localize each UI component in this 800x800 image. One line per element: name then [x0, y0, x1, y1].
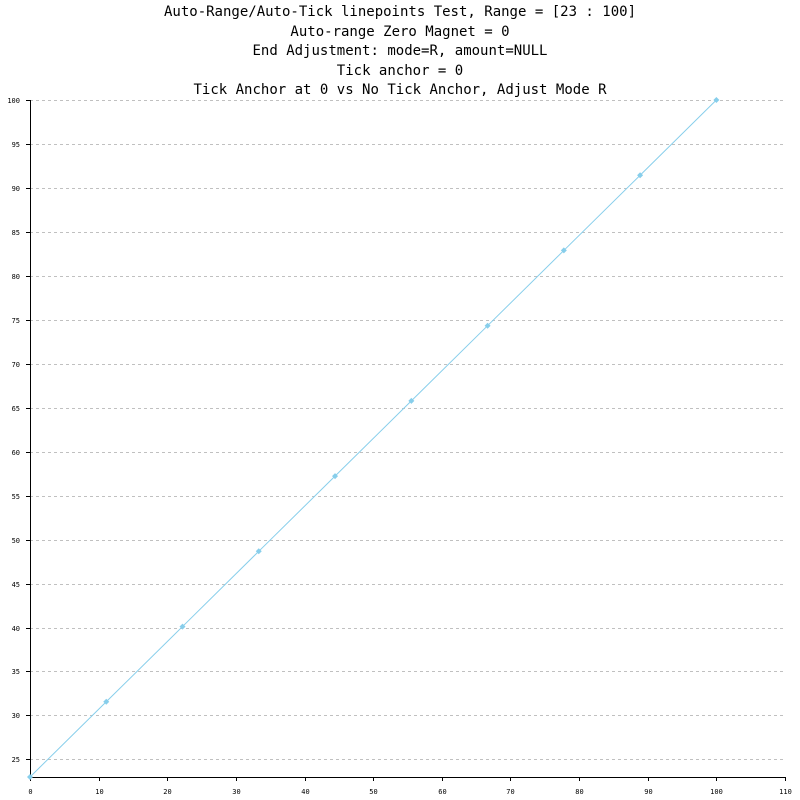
data-point-0-0 — [27, 774, 33, 780]
y-tick-label-40: 40 — [12, 625, 20, 633]
x-tick-label-80: 80 — [575, 788, 583, 796]
x-tick-label-100: 100 — [710, 788, 723, 796]
x-tick-label-10: 10 — [95, 788, 103, 796]
chart-subtitle-4: Tick Anchor at 0 vs No Tick Anchor, Adju… — [193, 82, 607, 98]
y-tick-label-50: 50 — [12, 537, 20, 545]
x-tick-label-50: 50 — [369, 788, 377, 796]
x-tick-label-60: 60 — [438, 788, 446, 796]
series-line-0 — [29, 99, 717, 778]
x-tick-label-20: 20 — [163, 788, 171, 796]
y-tick-label-55: 55 — [12, 493, 20, 501]
y-tick-label-30: 30 — [12, 712, 20, 720]
chart-subtitle-1: Auto-range Zero Magnet = 0 — [290, 23, 510, 40]
grid-lines — [30, 100, 785, 760]
x-tick-label-0: 0 — [28, 788, 32, 796]
y-tick-label-95: 95 — [12, 141, 20, 149]
chart-titles: Auto-Range/Auto-Tick linepoints Test, Ra… — [0, 3, 800, 101]
x-tick-label-30: 30 — [232, 788, 240, 796]
series-layer — [27, 97, 720, 780]
y-tick-label-100: 100 — [7, 97, 20, 105]
x-tick-label-110: 110 — [779, 788, 792, 796]
data-point-0-8 — [637, 172, 644, 179]
y-tick-label-35: 35 — [12, 668, 20, 676]
data-point-0-1 — [103, 698, 110, 705]
y-tick-label-45: 45 — [12, 581, 20, 589]
y-tick-label-90: 90 — [12, 185, 20, 193]
tick-labels: 25 30 35 40 45 50 55 60 65 70 75 80 85 90 95 100 0 10 20 30… — [7, 97, 791, 796]
axes — [26, 100, 786, 781]
data-point-0-9 — [713, 97, 720, 103]
data-point-0-5 — [408, 397, 415, 404]
data-point-0-6 — [484, 322, 491, 329]
y-tick-label-70: 70 — [12, 361, 20, 369]
chart-subtitle-2: End Adjustment: mode=R, amount=NULL — [252, 43, 548, 59]
data-point-0-4 — [332, 473, 339, 480]
y-tick-label-75: 75 — [12, 317, 20, 325]
y-tick-label-80: 80 — [12, 273, 20, 281]
y-tick-label-65: 65 — [12, 405, 20, 413]
x-tick-label-70: 70 — [506, 788, 514, 796]
chart-subtitle-3: Tick anchor = 0 — [336, 62, 464, 79]
data-point-0-3 — [255, 548, 262, 555]
y-tick-label-85: 85 — [12, 229, 20, 237]
y-tick-label-60: 60 — [12, 449, 20, 457]
chart-title: Auto-Range/Auto-Tick linepoints Test, Ra… — [163, 4, 636, 20]
x-tick-label-40: 40 — [301, 788, 309, 796]
data-point-0-7 — [560, 247, 567, 254]
y-tick-label-25: 25 — [12, 756, 20, 764]
data-point-0-2 — [179, 623, 186, 630]
x-tick-label-90: 90 — [644, 788, 652, 796]
